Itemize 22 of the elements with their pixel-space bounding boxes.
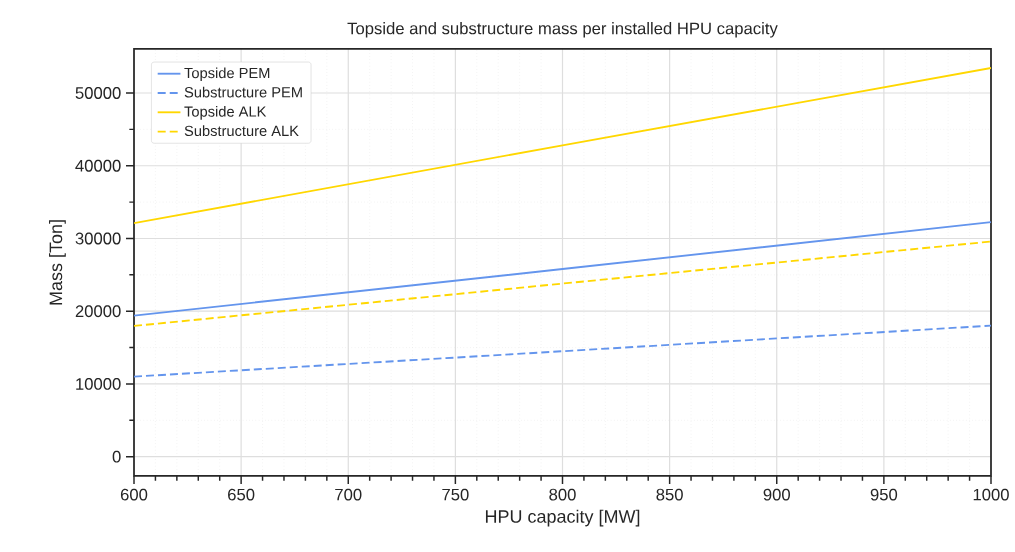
x-tick-label: 950 <box>870 488 898 501</box>
y-tick-label: 50000 <box>75 87 121 99</box>
x-tick-label: 850 <box>656 488 683 501</box>
x-tick-label: 1000 <box>973 488 1009 501</box>
y-tick-label: 0 <box>112 450 121 463</box>
y-tick-label: 30000 <box>75 232 121 245</box>
y-tick-label: 10000 <box>76 378 121 390</box>
y-axis-title: Mass [Ton] <box>49 220 66 305</box>
x-tick-label: 750 <box>442 488 469 501</box>
legend-label: Substructure ALK <box>184 125 299 137</box>
legend-label: Topside PEM <box>184 67 270 82</box>
x-tick-label: 700 <box>335 488 362 501</box>
x-tick-label: 900 <box>763 488 790 501</box>
x-tick-label: 600 <box>120 488 148 501</box>
x-tick-label: 800 <box>549 488 576 501</box>
y-tick-label: 20000 <box>75 305 121 318</box>
x-tick-label: 650 <box>228 488 255 501</box>
legend-label: Topside ALK <box>184 105 267 120</box>
legend-label: Substructure PEM <box>184 86 302 98</box>
y-tick-label: 40000 <box>75 159 121 172</box>
chart-title: Topside and substructure mass per installed HPU capacity <box>347 22 778 38</box>
x-axis-title: HPU capacity [MW] <box>485 509 640 527</box>
